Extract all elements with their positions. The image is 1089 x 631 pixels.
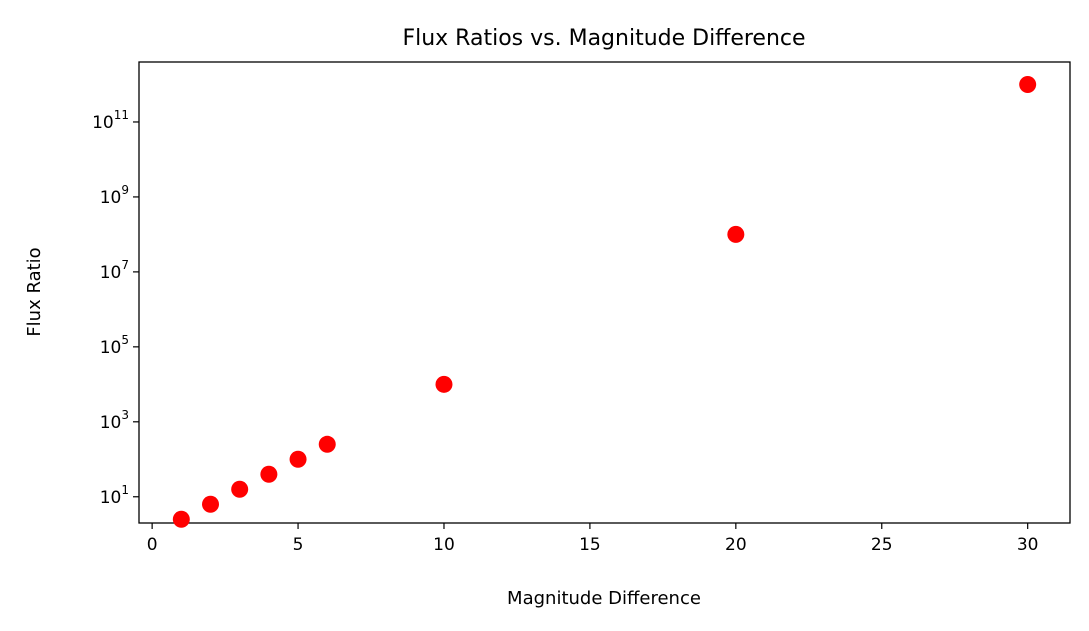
data-point bbox=[1019, 75, 1037, 93]
plot-frame bbox=[138, 61, 1071, 524]
x-tick-label: 5 bbox=[293, 535, 304, 555]
y-tick-exponent: 7 bbox=[121, 258, 129, 272]
data-point bbox=[289, 450, 307, 468]
y-tick-exponent: 9 bbox=[121, 183, 129, 197]
x-tick-label: 30 bbox=[1017, 535, 1039, 555]
y-tick-exponent: 11 bbox=[114, 108, 129, 122]
chart-title: Flux Ratios vs. Magnitude Difference bbox=[402, 26, 805, 51]
y-tick-exponent: 3 bbox=[121, 408, 129, 422]
y-tick-base: 10 bbox=[100, 413, 122, 433]
y-tick-label: 105 bbox=[100, 333, 129, 358]
y-tick-label: 1011 bbox=[92, 108, 129, 133]
y-tick-base: 10 bbox=[100, 188, 122, 208]
y-tick-label: 109 bbox=[100, 183, 129, 208]
data-point bbox=[435, 375, 453, 393]
data-points bbox=[172, 75, 1037, 528]
x-tick-label: 15 bbox=[579, 535, 601, 555]
y-tick-base: 10 bbox=[100, 488, 122, 508]
x-tick-label: 0 bbox=[147, 535, 158, 555]
y-tick-label: 101 bbox=[100, 483, 129, 508]
y-axis-label: Flux Ratio bbox=[24, 247, 45, 336]
data-point bbox=[202, 495, 220, 513]
y-tick-label: 103 bbox=[100, 408, 129, 433]
x-axis-label: Magnitude Difference bbox=[507, 588, 701, 609]
y-tick-base: 10 bbox=[100, 263, 122, 283]
y-tick-exponent: 5 bbox=[121, 333, 129, 347]
y-tick-base: 10 bbox=[100, 338, 122, 358]
data-point bbox=[318, 435, 336, 453]
y-tick-label: 107 bbox=[100, 258, 129, 283]
data-point bbox=[727, 225, 745, 243]
y-tick-exponent: 1 bbox=[121, 483, 129, 497]
x-axis: 0 5 10 15 20 25 30 bbox=[147, 523, 1039, 555]
data-point bbox=[231, 480, 249, 498]
x-tick-label: 10 bbox=[433, 535, 455, 555]
y-tick-base: 10 bbox=[92, 113, 114, 133]
data-point bbox=[172, 510, 190, 528]
data-point bbox=[260, 465, 278, 483]
x-tick-label: 20 bbox=[725, 535, 747, 555]
x-tick-label: 25 bbox=[871, 535, 893, 555]
